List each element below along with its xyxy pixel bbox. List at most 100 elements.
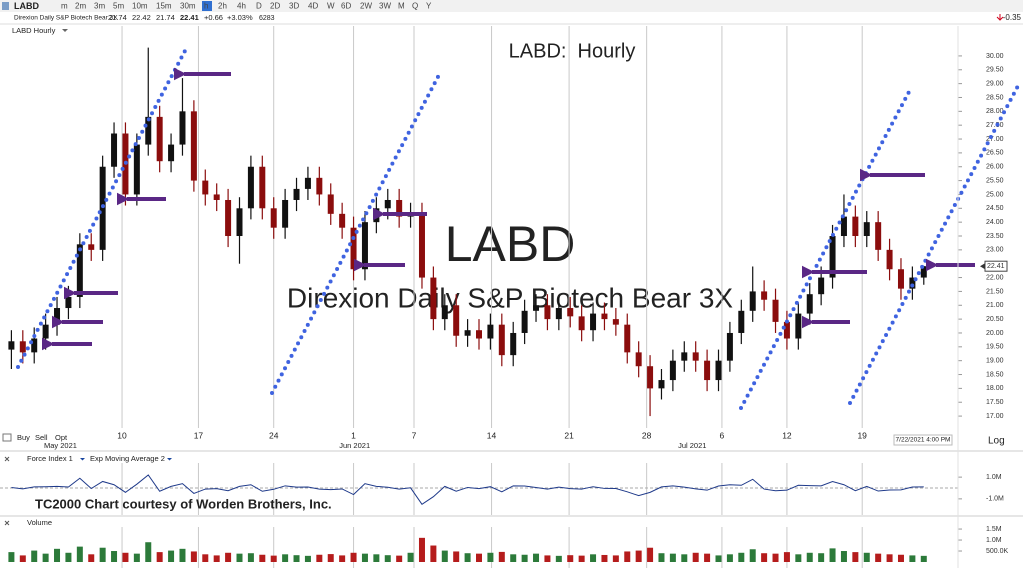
volume-bar [612, 555, 619, 562]
interval-button[interactable]: 3m [94, 2, 105, 11]
volume-bar [99, 547, 106, 562]
interval-button[interactable]: W [327, 2, 335, 11]
candle-body [476, 330, 482, 339]
y-tick-label: 21.50 [986, 288, 1004, 295]
interval-button[interactable]: 30m [180, 2, 196, 11]
volume-bar [76, 546, 83, 562]
y-tick-label: 500.0K [986, 548, 1009, 555]
candle-body [339, 213, 346, 228]
volume-bar [897, 554, 904, 562]
close-icon[interactable] [4, 456, 10, 462]
annotation: TC2000 Chart courtesy of Worden Brothers… [35, 496, 332, 511]
volume-bar [293, 555, 300, 562]
interval-button[interactable]: 15m [156, 2, 172, 11]
candle-body [247, 166, 254, 209]
x-tick-label: 6 [720, 430, 725, 440]
candle-body [510, 332, 517, 356]
y-tick-label: 27.00 [986, 136, 1004, 143]
candle-body [749, 291, 756, 311]
interval-button[interactable]: 4D [308, 2, 318, 11]
candle-body [65, 296, 72, 309]
close-icon[interactable] [4, 520, 10, 526]
interval-button[interactable]: Y [426, 2, 432, 11]
interval-button[interactable]: 10m [132, 2, 148, 11]
candle-body [270, 208, 277, 228]
change-value: -0.35 [1003, 13, 1022, 22]
y-tick-label: 26.00 [986, 164, 1004, 171]
interval-button[interactable]: 6D [341, 2, 351, 11]
interval-button[interactable]: m [61, 2, 68, 11]
interval-button[interactable]: Q [412, 2, 418, 11]
candle-body [327, 194, 334, 214]
volume-bar [396, 555, 403, 562]
x-tick-label: 17 [194, 430, 204, 440]
y-tick-label: 24.50 [986, 205, 1004, 212]
volume-bar [19, 555, 26, 562]
volume-bar [476, 553, 482, 562]
indicator-label[interactable]: Exp Moving Average 2 [90, 454, 165, 463]
candle-body [213, 194, 220, 200]
candle-body [761, 291, 768, 300]
dropdown-icon[interactable] [167, 458, 172, 461]
volume-bar [658, 553, 665, 562]
panel-label: LABD Hourly [12, 26, 56, 35]
interval-button[interactable]: 2W [360, 2, 372, 11]
volume-bar [795, 554, 802, 562]
month-label: May 2021 [44, 441, 77, 450]
volume-bar [453, 551, 460, 562]
sell-button[interactable]: Sell [35, 433, 48, 442]
buy-button[interactable]: Buy [17, 433, 30, 442]
y-tick-label: 1.5M [986, 526, 1002, 533]
y-tick-label: 21.00 [986, 302, 1004, 309]
symbol[interactable]: LABD [14, 1, 39, 11]
y-tick-label: -1.0M [986, 496, 1004, 503]
force-line [11, 474, 924, 505]
volume-bar [430, 545, 437, 562]
trade-icon[interactable] [2, 433, 12, 442]
interval-button[interactable]: 2D [270, 2, 280, 11]
y-tick-label: 30.00 [986, 53, 1004, 60]
volume-bar [544, 555, 551, 562]
dropdown-icon[interactable] [80, 458, 85, 461]
interval-button[interactable]: D [256, 2, 262, 11]
candle-body [202, 180, 209, 195]
volume-bar [578, 555, 585, 562]
interval-button[interactable]: 3D [289, 2, 299, 11]
candle-body [487, 324, 494, 339]
volume-bar [840, 551, 847, 562]
y-tick-label: 17.50 [986, 399, 1004, 406]
candle-body [590, 313, 597, 331]
volume-bar [145, 542, 152, 562]
quote-open: 21.74 [108, 13, 127, 22]
candle-body [225, 199, 232, 237]
interval-button[interactable]: 3W [379, 2, 391, 11]
volume-bar [225, 552, 232, 562]
x-tick-label: 12 [782, 430, 792, 440]
dropdown-icon[interactable] [62, 29, 68, 32]
interval-button[interactable]: 2m [75, 2, 86, 11]
candle-body [430, 277, 437, 320]
quote-name: Direxion Daily S&P Biotech Bear 3X [14, 15, 118, 22]
volume-bar [510, 554, 517, 562]
y-tick-label: 19.50 [986, 344, 1004, 351]
interval-button[interactable]: 2h [218, 2, 227, 11]
y-tick-label: 18.00 [986, 385, 1004, 392]
interval-button[interactable]: h [204, 2, 208, 11]
y-tick-label: 29.00 [986, 80, 1004, 87]
x-tick-label: 1 [351, 430, 356, 440]
symbol-icon[interactable] [2, 2, 9, 10]
indicator-label[interactable]: Force Index 1 [27, 454, 73, 463]
opt-button[interactable]: Opt [55, 433, 68, 442]
quote-low: 21.74 [156, 13, 175, 22]
trend-line [270, 71, 442, 395]
price-pointer [980, 263, 985, 270]
quote-change: +0.66 [204, 13, 223, 22]
interval-button[interactable]: M [398, 2, 405, 11]
scale-label[interactable]: Log [988, 436, 1005, 447]
interval-button[interactable]: 4h [237, 2, 246, 11]
volume-bar [783, 552, 790, 562]
volume-bar [247, 553, 254, 562]
interval-button[interactable]: 5m [113, 2, 124, 11]
volume-bar [179, 548, 186, 562]
